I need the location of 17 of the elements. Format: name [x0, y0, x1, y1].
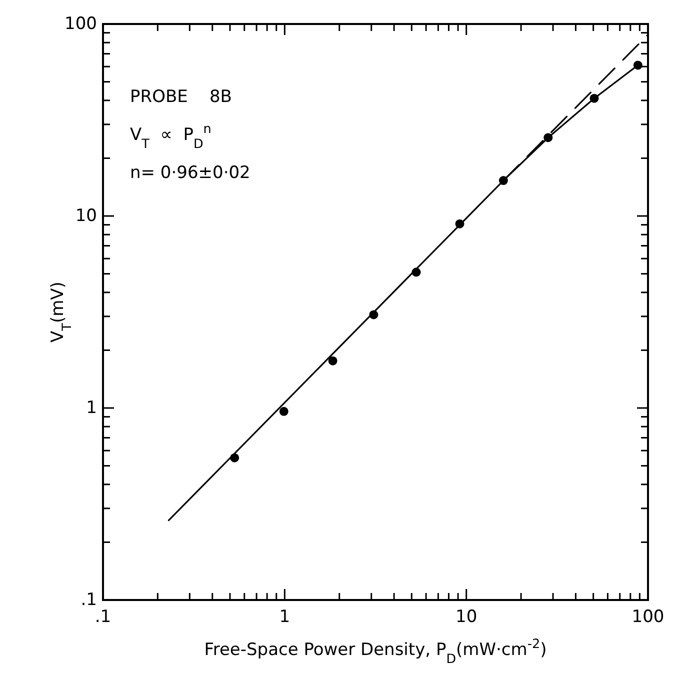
- x-axis-title: Free-Space Power Density, P$_{D}$(mW·cm$^{-2}$): [204, 636, 547, 666]
- annotation: PROBE 8B: [130, 87, 232, 107]
- point: [412, 268, 421, 277]
- point: [544, 133, 553, 142]
- x-tick-label: .1: [94, 607, 112, 627]
- y-tick-label: 100: [64, 14, 97, 34]
- point: [590, 94, 599, 103]
- point: [633, 60, 642, 70]
- y-tick-label: .1: [80, 590, 97, 610]
- x-tick-label: 10: [456, 607, 478, 627]
- y-tick-label: 10: [75, 206, 97, 226]
- point: [279, 406, 288, 416]
- x-tick-label: 100: [632, 607, 664, 627]
- y-tick-label: 1: [86, 398, 97, 418]
- x-tick-label: 1: [279, 607, 290, 627]
- annotation: n= 0·96±0·02: [130, 163, 250, 183]
- point: [455, 219, 464, 228]
